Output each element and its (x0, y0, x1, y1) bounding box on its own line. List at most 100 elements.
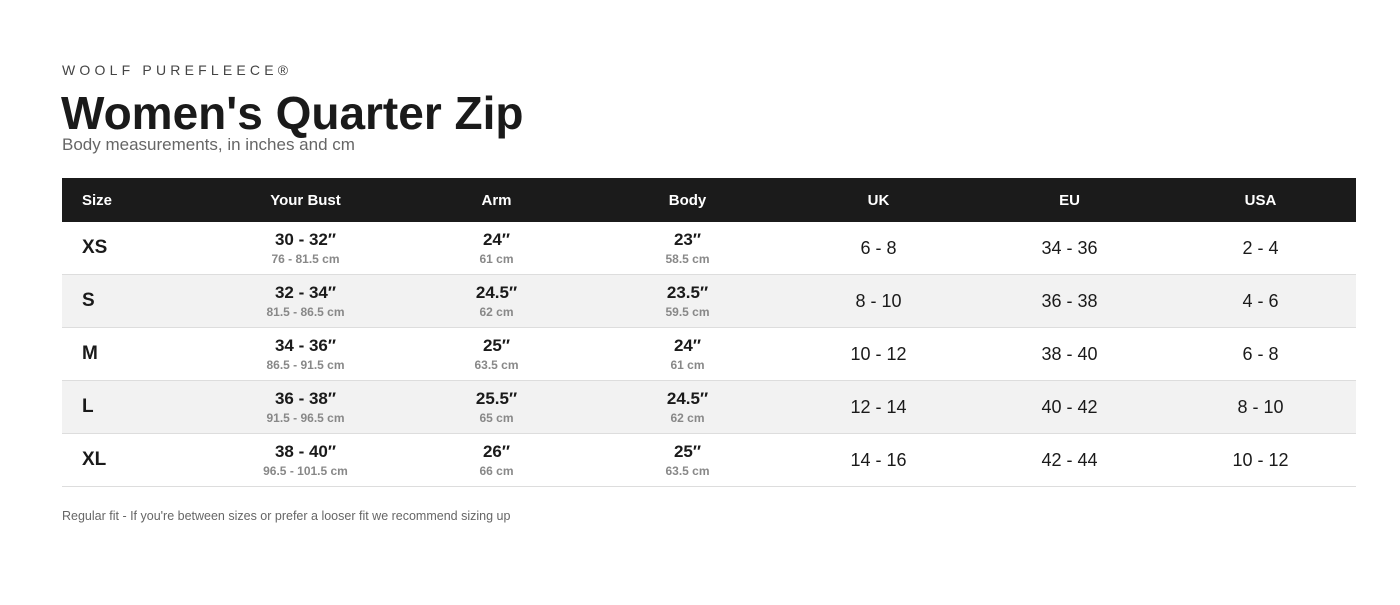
table-cell: 4 - 6 (1165, 291, 1356, 312)
size-conversion: 10 - 12 (1232, 449, 1289, 470)
size-cell: S (62, 290, 210, 312)
cm-value: 58.5 cm (665, 251, 710, 266)
cm-value: 63.5 cm (474, 357, 519, 372)
size-conversion: 36 - 38 (1041, 290, 1098, 311)
size-conversion: 8 - 10 (1237, 396, 1284, 417)
inch-value: 36 - 38″ (274, 388, 337, 408)
size-conversion: 38 - 40 (1041, 343, 1098, 364)
size-conversion: 10 - 12 (850, 343, 907, 364)
inch-value: 24.5″ (475, 282, 518, 302)
column-header: Body (668, 191, 707, 209)
cm-value: 61 cm (670, 357, 705, 372)
inch-value: 25″ (673, 441, 702, 461)
header-row: Size Your Bust Arm Body UK EU USA (62, 178, 1356, 222)
inch-value: 34 - 36″ (274, 335, 337, 355)
table-cell: 32 - 34″ 81.5 - 86.5 cm (210, 283, 401, 320)
table-cell: 42 - 44 (974, 450, 1165, 471)
table-row: M 34 - 36″ 86.5 - 91.5 cm 25″ 63.5 cm 24″ 61 c… (62, 328, 1356, 381)
inch-value: 25.5″ (475, 388, 518, 408)
size-conversion: 14 - 16 (850, 449, 907, 470)
table-cell: 34 - 36″ 86.5 - 91.5 cm (210, 336, 401, 373)
inch-value: 38 - 40″ (274, 441, 337, 461)
table-cell: 25″ 63.5 cm (401, 336, 592, 373)
table-cell: 25.5″ 65 cm (401, 389, 592, 426)
size-conversion: 8 - 10 (855, 290, 902, 311)
size-label: L (82, 396, 94, 417)
table-cell: 36 - 38″ 91.5 - 96.5 cm (210, 389, 401, 426)
size-label: XS (82, 237, 108, 258)
size-cell: XL (62, 449, 210, 471)
table-cell: 2 - 4 (1165, 238, 1356, 259)
column-header: Size (82, 191, 113, 209)
cm-value: 65 cm (479, 410, 514, 425)
table-cell: 38 - 40″ 96.5 - 101.5 cm (210, 442, 401, 479)
table-cell: 8 - 10 (783, 291, 974, 312)
table-cell: 10 - 12 (1165, 450, 1356, 471)
size-conversion: 2 - 4 (1242, 237, 1279, 258)
size-conversion: 34 - 36 (1041, 237, 1098, 258)
table-cell: 23.5″ 59.5 cm (592, 283, 783, 320)
inch-value: 24″ (482, 229, 511, 249)
column-header: EU (1059, 191, 1080, 209)
size-cell: L (62, 396, 210, 418)
inch-value: 25″ (482, 335, 511, 355)
cm-value: 91.5 - 96.5 cm (266, 410, 345, 425)
table-cell: 38 - 40 (974, 344, 1165, 365)
size-table: Size Your Bust Arm Body UK EU USA XS 30 - 32″ 76 … (62, 178, 1356, 487)
table-cell: 6 - 8 (1165, 344, 1356, 365)
inch-value: 32 - 34″ (274, 282, 337, 302)
table-cell: 30 - 32″ 76 - 81.5 cm (210, 230, 401, 267)
table-cell: 34 - 36 (974, 238, 1165, 259)
inch-value: 24″ (673, 335, 702, 355)
table-cell: 24.5″ 62 cm (401, 283, 592, 320)
table-row: XS 30 - 32″ 76 - 81.5 cm 24″ 61 cm 23″ 58.5 cm… (62, 222, 1356, 275)
size-label: M (82, 343, 98, 364)
table-row: S 32 - 34″ 81.5 - 86.5 cm 24.5″ 62 cm 23.5″ 59… (62, 275, 1356, 328)
table-cell: 23″ 58.5 cm (592, 230, 783, 267)
table-cell: 10 - 12 (783, 344, 974, 365)
size-conversion: 4 - 6 (1242, 290, 1279, 311)
size-label: S (82, 290, 95, 311)
size-conversion: 12 - 14 (850, 396, 907, 417)
table-cell: 24.5″ 62 cm (592, 389, 783, 426)
column-header: USA (1244, 191, 1277, 209)
table-cell: 14 - 16 (783, 450, 974, 471)
column-header: Your Bust (270, 191, 341, 209)
cm-value: 66 cm (479, 463, 514, 478)
fit-note: Regular fit - If you're between sizes or… (62, 509, 511, 523)
size-cell: M (62, 343, 210, 365)
title: Women's Quarter Zip (61, 87, 524, 139)
column-header: UK (867, 191, 890, 209)
inch-value: 24.5″ (666, 388, 709, 408)
inch-value: 23.5″ (666, 282, 709, 302)
inch-value: 26″ (482, 441, 511, 461)
size-conversion: 42 - 44 (1041, 449, 1098, 470)
table-row: L 36 - 38″ 91.5 - 96.5 cm 25.5″ 65 cm 24.5″ 62… (62, 381, 1356, 434)
size-conversion: 40 - 42 (1041, 396, 1098, 417)
table-cell: 24″ 61 cm (592, 336, 783, 373)
cm-value: 59.5 cm (665, 304, 710, 319)
size-cell: XS (62, 237, 210, 259)
table-cell: 40 - 42 (974, 397, 1165, 418)
table-cell: 12 - 14 (783, 397, 974, 418)
table-cell: 6 - 8 (783, 238, 974, 259)
cm-value: 62 cm (479, 304, 514, 319)
cm-value: 61 cm (479, 251, 514, 266)
size-conversion: 6 - 8 (860, 237, 897, 258)
table-row: XL 38 - 40″ 96.5 - 101.5 cm 26″ 66 cm 25″ 63.5… (62, 434, 1356, 487)
brand: WOOLF PUREFLEECE® (62, 62, 293, 78)
cm-value: 76 - 81.5 cm (271, 251, 340, 266)
column-header: Arm (481, 191, 512, 209)
table-cell: 26″ 66 cm (401, 442, 592, 479)
size-label: XL (82, 449, 107, 470)
cm-value: 86.5 - 91.5 cm (266, 357, 345, 372)
cm-value: 96.5 - 101.5 cm (263, 463, 348, 478)
cm-value: 81.5 - 86.5 cm (266, 304, 345, 319)
size-conversion: 6 - 8 (1242, 343, 1279, 364)
inch-value: 23″ (673, 229, 702, 249)
subtitle: Body measurements, in inches and cm (62, 135, 355, 154)
cm-value: 62 cm (670, 410, 705, 425)
inch-value: 30 - 32″ (274, 229, 337, 249)
table-cell: 36 - 38 (974, 291, 1165, 312)
